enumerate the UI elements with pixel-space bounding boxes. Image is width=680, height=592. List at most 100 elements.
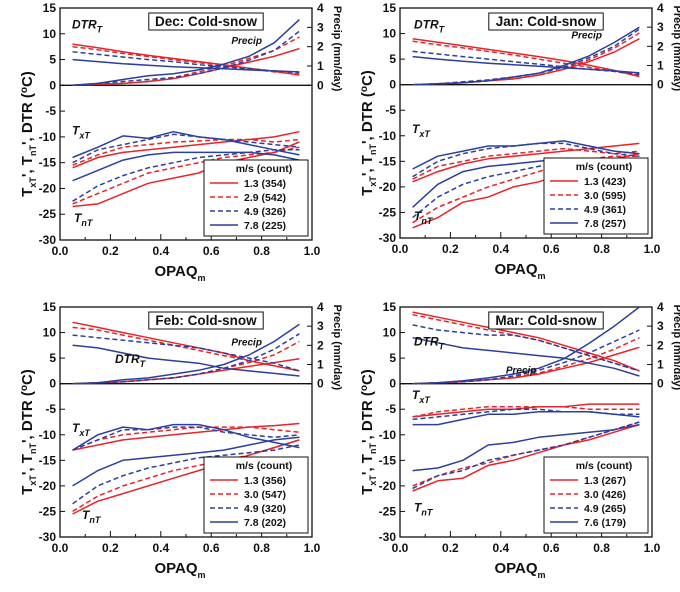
legend-box <box>203 456 309 534</box>
title-box <box>488 311 604 330</box>
y-axis-label: TxT', TnT', DTR (oC) <box>359 70 378 196</box>
y-tick-label: -20 <box>379 180 397 194</box>
series-1-3-txt-line <box>72 422 300 451</box>
legend-title: m/s (count) <box>576 460 633 472</box>
y2-tick-label: 3 <box>317 20 324 34</box>
x-tick-label: 0.6 <box>203 244 220 258</box>
y-tick-label: 10 <box>383 326 397 340</box>
x-tick-label: 0.8 <box>593 242 610 256</box>
y-axis-label: TxT', TnT', DTR (oC) <box>359 369 378 495</box>
legend-label: 1.3 (356) <box>244 475 286 487</box>
txt-subscript: xT <box>78 428 91 438</box>
y2-tick-label: 4 <box>657 300 664 314</box>
y2-tick-label: 1 <box>317 59 324 73</box>
series-3-0-tnt-line <box>412 421 640 487</box>
series-1-3-txt-line <box>72 130 300 169</box>
x-axis-label: OPAQm <box>154 263 205 283</box>
y-tick-label: 0 <box>49 377 56 391</box>
legend-box <box>543 456 649 534</box>
y2-tick-label: 0 <box>317 78 324 92</box>
y2-tick-label: 1 <box>657 59 664 73</box>
series-3-0-txt-line <box>72 426 300 451</box>
series-2-9-dtr-line <box>72 45 300 75</box>
tnt-subscript: nT <box>421 507 433 517</box>
series-4-9-txt-line <box>412 142 640 178</box>
x-tick-label: 0.6 <box>543 541 560 555</box>
y-axis-sub-xt: xT <box>368 176 378 187</box>
y-tick-label: 15 <box>383 1 397 15</box>
x-tick-label: 0.0 <box>392 242 409 256</box>
series-1-3-tnt-line <box>412 423 640 492</box>
y-tick-label: 15 <box>43 1 57 15</box>
y-tick-label: -20 <box>39 181 57 195</box>
x-axis-subscript: m <box>538 271 546 281</box>
dtr-annotation: DTRT <box>414 17 446 34</box>
y-axis-sub-xt: xT <box>28 475 38 486</box>
series-1-3-txt-line <box>412 403 640 418</box>
dtr-subscript: T <box>439 341 446 351</box>
y2-tick-label: 4 <box>317 300 324 314</box>
y2-axis-label: Precip (mm/day) <box>671 305 680 391</box>
x-tick-label: 1.0 <box>644 242 661 256</box>
legend-title: m/s (count) <box>576 161 633 173</box>
legend-label: 1.3 (354) <box>244 178 286 190</box>
tnt-annotation: TnT <box>414 500 434 517</box>
y-axis-degree: o <box>19 87 30 93</box>
series-3-0-dtr-line <box>412 40 640 77</box>
y-tick-label: -20 <box>39 479 57 493</box>
tnt-annotation: TnT <box>74 211 94 228</box>
x-tick-label: 0.2 <box>102 244 119 258</box>
y2-tick-label: 2 <box>657 338 664 352</box>
series-7-8-txt-line <box>72 130 300 159</box>
x-tick-label: 1.0 <box>644 541 661 555</box>
precip-annotation: Precip <box>571 31 602 42</box>
y2-tick-label: 3 <box>657 319 664 333</box>
x-tick-label: 0.0 <box>392 541 409 555</box>
x-tick-label: 0.6 <box>543 242 560 256</box>
y-tick-label: -30 <box>39 233 57 247</box>
y-axis-part: ', DTR ( <box>19 93 36 145</box>
series-2-9-txt-line <box>72 138 300 166</box>
legend-label: 1.3 (267) <box>584 475 626 487</box>
x-tick-label: 0.2 <box>442 541 459 555</box>
legend-label: 1.3 (423) <box>584 176 626 188</box>
legend-title: m/s (count) <box>236 460 293 472</box>
series-1-3-tnt-line <box>72 141 300 208</box>
y2-tick-label: 3 <box>317 319 324 333</box>
legend-title: m/s (count) <box>236 163 293 175</box>
y-tick-label: 15 <box>383 300 397 314</box>
y-axis-part: C) <box>359 369 376 385</box>
series-3-0-precip-line <box>412 337 640 385</box>
series-4-9-txt-line <box>72 133 300 164</box>
y-axis-part: ', T <box>19 454 36 475</box>
title-box <box>148 12 264 31</box>
legend-label: 4.9 (361) <box>584 204 626 216</box>
y2-tick-label: 0 <box>317 377 324 391</box>
series-7-8-txt-line <box>412 140 640 170</box>
y-axis-part: ', T <box>359 155 376 176</box>
y-tick-label: -15 <box>379 453 397 467</box>
legend-label: 4.9 (320) <box>244 503 286 515</box>
y-axis-sub-nt: nT <box>28 145 38 156</box>
x-tick-label: 0.8 <box>593 541 610 555</box>
y-tick-label: -15 <box>39 156 57 170</box>
x-tick-label: 0.4 <box>492 242 509 256</box>
y-tick-label: 10 <box>383 27 397 41</box>
y-tick-label: -25 <box>379 205 397 219</box>
legend-label: 4.9 (265) <box>584 503 626 515</box>
y-axis-part: ', T <box>359 454 376 475</box>
y-axis-sub-xt: xT <box>368 475 378 486</box>
tnt-annotation: TnT <box>414 209 434 226</box>
x-axis-subscript: m <box>538 570 546 580</box>
x-tick-label: 1.0 <box>304 541 321 555</box>
panel-title: Feb: Cold-snow <box>155 313 257 328</box>
y2-tick-label: 4 <box>657 1 664 15</box>
series-7-8-precip-line <box>72 19 300 87</box>
series-7-8-dtr-line <box>72 58 300 73</box>
y-axis-part: ', DTR ( <box>359 92 376 144</box>
series-7-8-precip-line <box>412 26 640 86</box>
txt-annotation: TxT <box>72 421 91 438</box>
y2-tick-label: 0 <box>657 377 664 391</box>
series-3-0-txt-line <box>412 405 640 418</box>
